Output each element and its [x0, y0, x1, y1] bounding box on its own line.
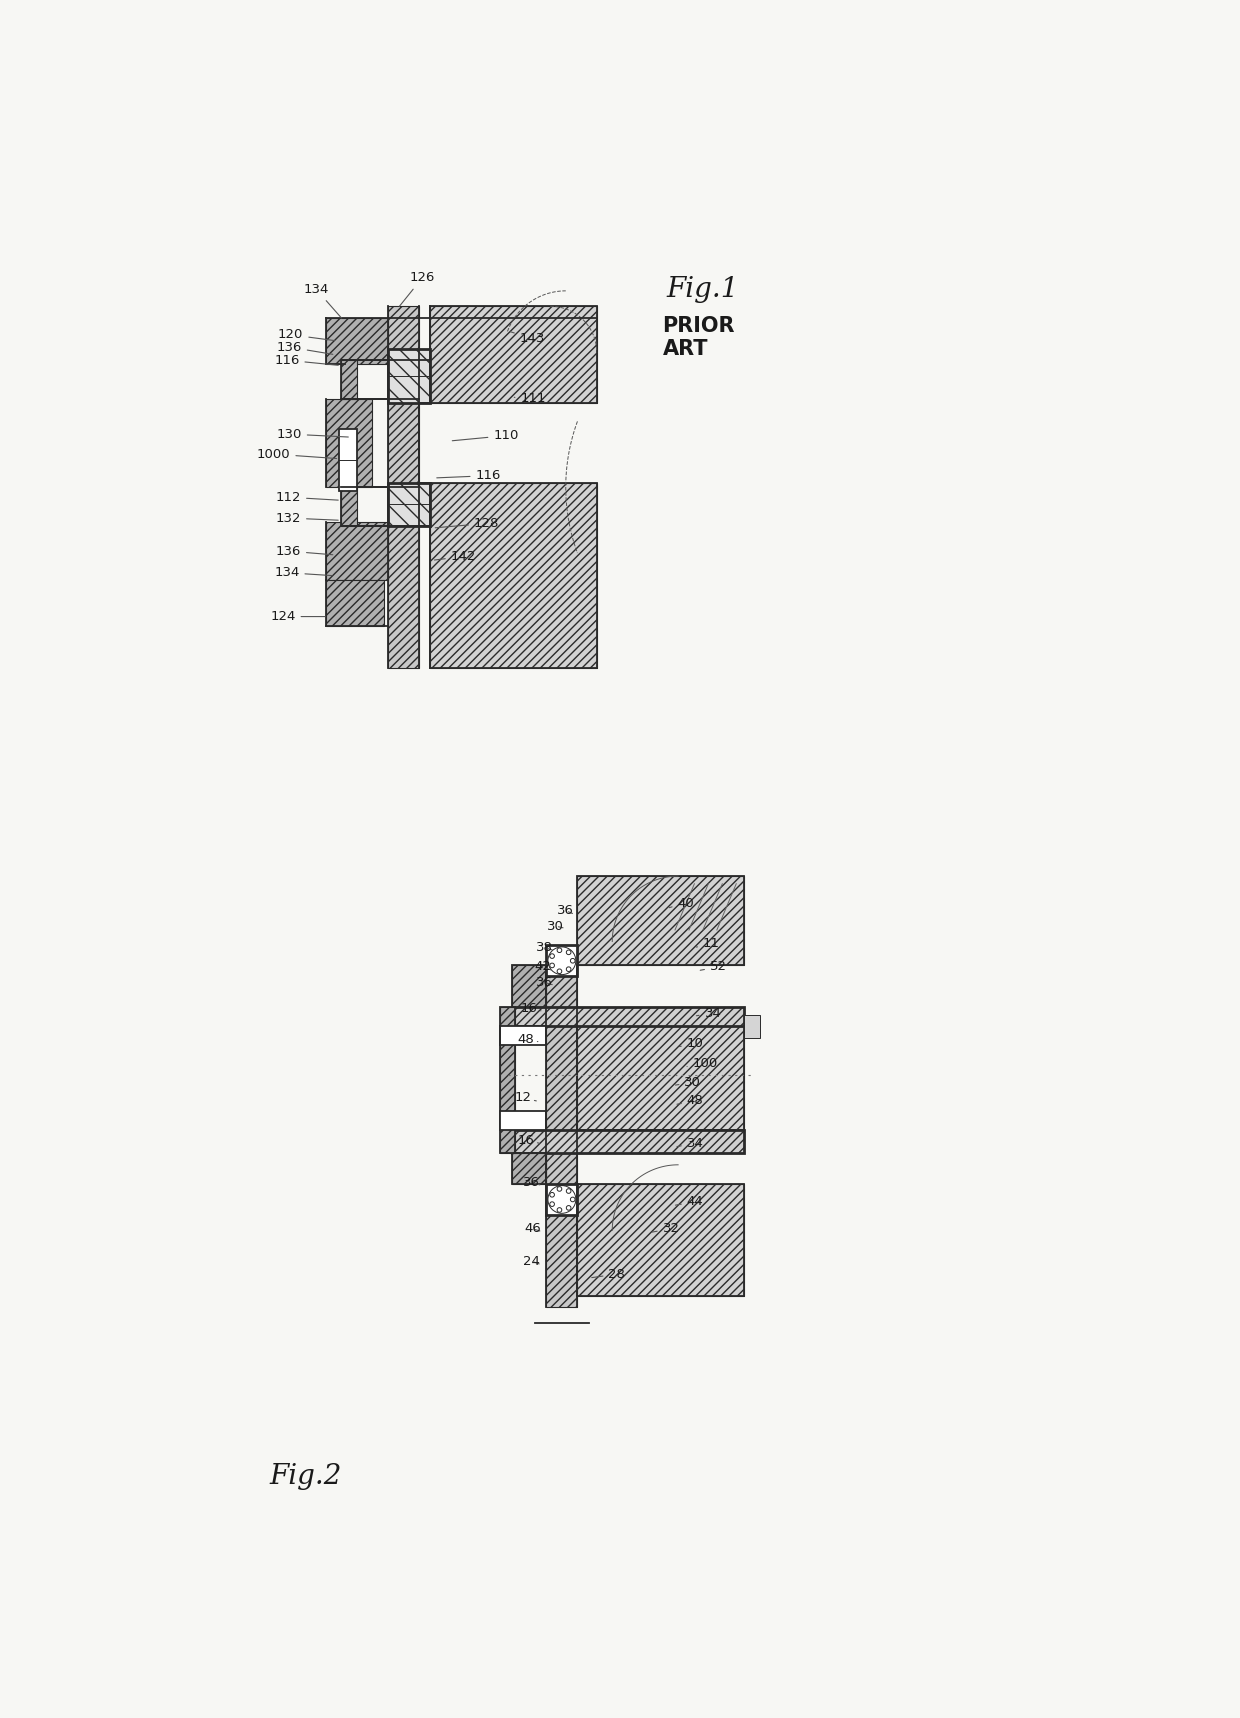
Text: 116: 116: [436, 469, 501, 483]
Text: 42: 42: [534, 960, 551, 974]
Bar: [511, 964, 547, 1007]
Text: 134: 134: [304, 283, 341, 318]
Bar: [325, 399, 372, 488]
Bar: [430, 483, 596, 668]
Text: 30: 30: [547, 919, 564, 933]
Text: 48: 48: [518, 1033, 538, 1046]
Text: 28: 28: [591, 1268, 625, 1280]
Text: 124: 124: [270, 610, 325, 624]
Bar: [387, 483, 430, 526]
Text: 11: 11: [697, 938, 720, 950]
Bar: [511, 964, 547, 1007]
Text: Fig.1: Fig.1: [667, 277, 739, 302]
Bar: [578, 876, 744, 964]
Bar: [341, 361, 357, 399]
Bar: [547, 1184, 578, 1215]
Text: 143: 143: [511, 332, 546, 345]
Text: 48: 48: [677, 1094, 703, 1108]
Text: 120: 120: [278, 328, 335, 342]
Bar: [430, 483, 596, 668]
Text: 38: 38: [537, 941, 553, 953]
Text: 130: 130: [277, 428, 348, 440]
Bar: [325, 579, 383, 625]
Text: 36: 36: [523, 1177, 541, 1189]
Bar: [578, 1184, 744, 1295]
Text: 36: 36: [557, 904, 574, 917]
Bar: [511, 1130, 744, 1153]
Text: 46: 46: [525, 1221, 541, 1235]
Text: 136: 136: [275, 545, 332, 558]
Bar: [341, 488, 419, 526]
Bar: [341, 488, 357, 526]
Bar: [419, 361, 430, 402]
Bar: [511, 1007, 744, 1026]
Bar: [419, 483, 430, 526]
Bar: [430, 306, 596, 402]
Text: 100: 100: [687, 1057, 718, 1070]
Text: 30: 30: [676, 1075, 702, 1089]
Text: 32: 32: [652, 1221, 680, 1235]
Bar: [500, 1007, 516, 1153]
Bar: [430, 306, 596, 402]
Text: 142: 142: [434, 550, 476, 564]
Bar: [578, 876, 744, 964]
Bar: [578, 1184, 744, 1295]
Text: 44: 44: [676, 1196, 703, 1208]
Text: 128: 128: [435, 517, 500, 529]
Bar: [547, 945, 578, 976]
Bar: [500, 1026, 547, 1046]
Bar: [387, 483, 430, 526]
Text: 110: 110: [453, 430, 518, 442]
Bar: [547, 964, 578, 1307]
Text: 112: 112: [275, 491, 339, 503]
Text: 126: 126: [399, 271, 435, 306]
Bar: [325, 522, 387, 579]
Bar: [511, 1130, 744, 1153]
Text: 116: 116: [274, 354, 339, 366]
Bar: [341, 361, 419, 399]
Bar: [387, 349, 430, 402]
Bar: [500, 1007, 516, 1153]
Text: 132: 132: [275, 512, 339, 524]
Bar: [744, 1015, 759, 1038]
Text: 134: 134: [274, 567, 332, 579]
Text: 16: 16: [518, 1134, 539, 1146]
Text: 16: 16: [521, 1002, 541, 1015]
Text: PRIOR: PRIOR: [662, 316, 735, 335]
Text: 36: 36: [536, 976, 553, 990]
Text: 12: 12: [515, 1091, 536, 1105]
Text: 136: 136: [277, 340, 332, 354]
Text: 40: 40: [670, 897, 694, 909]
Bar: [387, 306, 419, 668]
Text: 10: 10: [680, 1038, 703, 1050]
Text: 1000: 1000: [257, 448, 337, 460]
Text: 34: 34: [697, 1007, 722, 1019]
Bar: [511, 1007, 744, 1026]
Bar: [387, 349, 430, 402]
Text: 34: 34: [677, 1137, 703, 1149]
Bar: [325, 318, 387, 364]
Text: 24: 24: [523, 1254, 541, 1268]
Text: ART: ART: [662, 338, 708, 359]
Bar: [511, 1153, 547, 1184]
Text: 111: 111: [515, 392, 546, 405]
Bar: [500, 1112, 547, 1130]
Text: Fig.2: Fig.2: [270, 1464, 342, 1490]
Bar: [511, 1153, 547, 1184]
Bar: [578, 1022, 744, 1130]
Bar: [339, 430, 357, 491]
Text: 52: 52: [701, 960, 727, 974]
Bar: [578, 1022, 744, 1130]
